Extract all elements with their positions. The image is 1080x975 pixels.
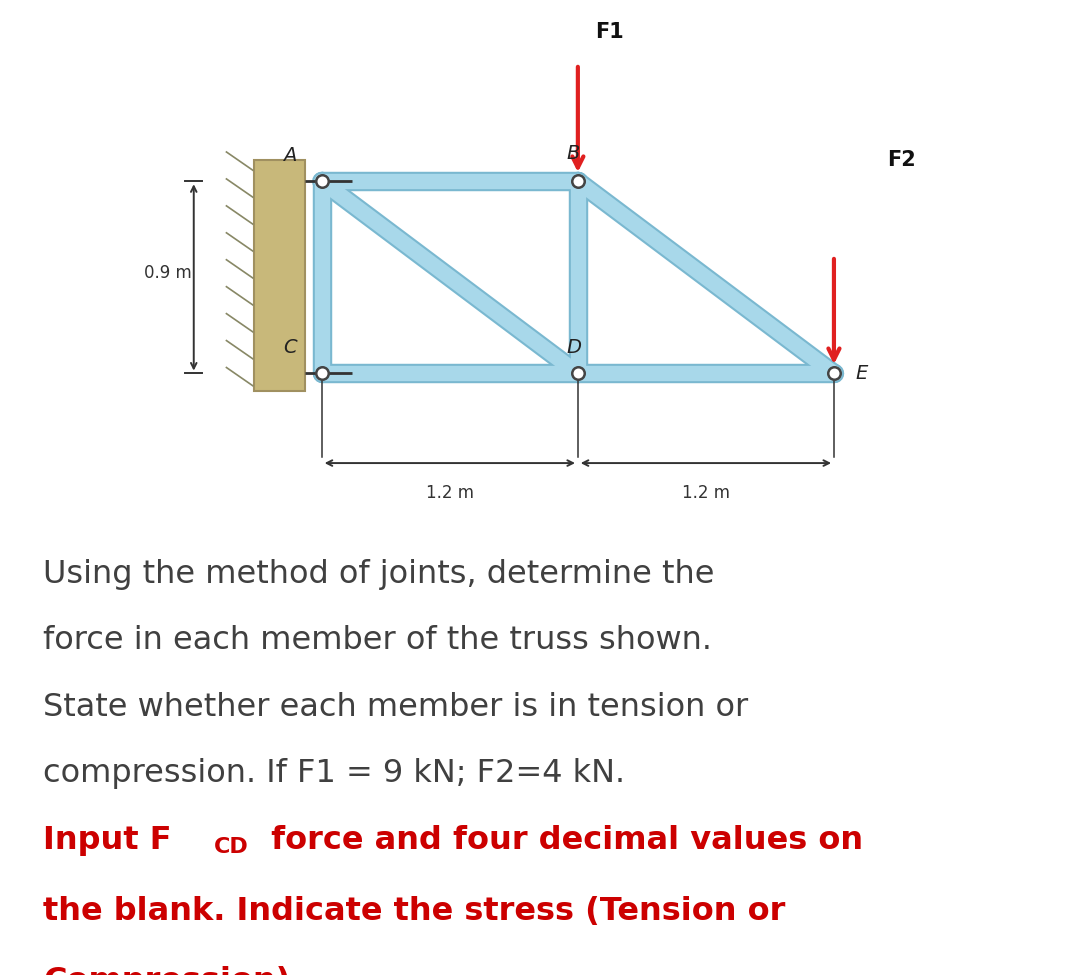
Text: State whether each member is in tension or: State whether each member is in tension … [43, 692, 748, 722]
Text: F2: F2 [888, 150, 916, 170]
Text: 1.2 m: 1.2 m [426, 485, 474, 502]
Text: 0.9 m: 0.9 m [144, 264, 191, 282]
Text: Using the method of joints, determine the: Using the method of joints, determine th… [43, 559, 714, 590]
Text: force in each member of the truss shown.: force in each member of the truss shown. [43, 625, 712, 656]
Text: Input F: Input F [43, 825, 172, 856]
Text: the blank. Indicate the stress (Tension or: the blank. Indicate the stress (Tension … [43, 896, 785, 926]
Text: Compression): Compression) [43, 966, 291, 975]
Text: 1.2 m: 1.2 m [681, 485, 730, 502]
Text: force and four decimal values on: force and four decimal values on [259, 825, 863, 856]
Text: D: D [566, 338, 581, 357]
Bar [254, 160, 305, 391]
Text: F1: F1 [595, 22, 623, 42]
Text: E: E [855, 364, 868, 383]
Text: A: A [283, 146, 297, 166]
Text: C: C [283, 338, 297, 357]
Text: compression. If F1 = 9 kN; F2=4 kN.: compression. If F1 = 9 kN; F2=4 kN. [43, 759, 625, 790]
Text: B: B [567, 144, 580, 163]
Text: CD: CD [214, 837, 248, 857]
